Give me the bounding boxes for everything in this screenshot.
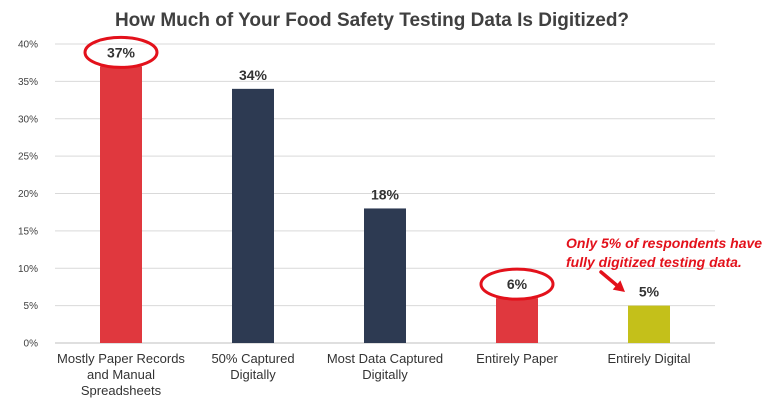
annotation-text: Only 5% of respondents have [566,235,762,251]
bar [364,208,406,343]
y-tick-label: 5% [24,301,39,312]
gridlines [55,43,715,344]
y-tick-label: 40% [18,40,38,51]
y-tick-label: 20% [18,189,38,200]
y-tick-label: 10% [18,264,38,275]
arrow-head-icon [612,280,625,292]
bar [232,88,274,343]
y-tick-label: 15% [18,226,38,237]
y-axis-ticks: 0% 5% 10% 15% 20% 25% 30% 35% 40% [18,40,38,350]
category-label: Mostly Paper Records [57,351,185,366]
y-tick-label: 25% [18,152,38,163]
category-label: Entirely Paper [476,351,558,366]
category-label: Digitally [230,367,276,382]
data-label: 18% [371,186,400,202]
bar [628,305,670,343]
chart-title: How Much of Your Food Safety Testing Dat… [115,10,629,31]
bar [100,66,142,344]
highlight-ellipse [83,35,159,69]
data-label: 34% [239,67,268,83]
category-label: and Manual [87,367,155,382]
annotation-text: fully digitized testing data. [566,254,742,270]
data-label: 5% [639,284,660,300]
data-label: 6% [507,276,528,292]
y-tick-label: 35% [18,77,38,88]
category-label: Digitally [362,367,408,382]
category-label: Most Data Captured [327,351,443,366]
y-tick-label: 30% [18,114,38,125]
category-label: 50% Captured [211,351,294,366]
highlight-ellipse [479,267,555,301]
annotation: Only 5% of respondents have fully digitiz… [566,235,762,292]
category-label: Spreadsheets [81,383,162,398]
bar [496,298,538,343]
bars [100,66,670,344]
y-tick-label: 0% [24,339,39,350]
data-label: 37% [107,44,136,60]
data-labels: 37% 34% 18% 6% 5% [83,35,660,301]
category-label: Entirely Digital [607,351,690,366]
